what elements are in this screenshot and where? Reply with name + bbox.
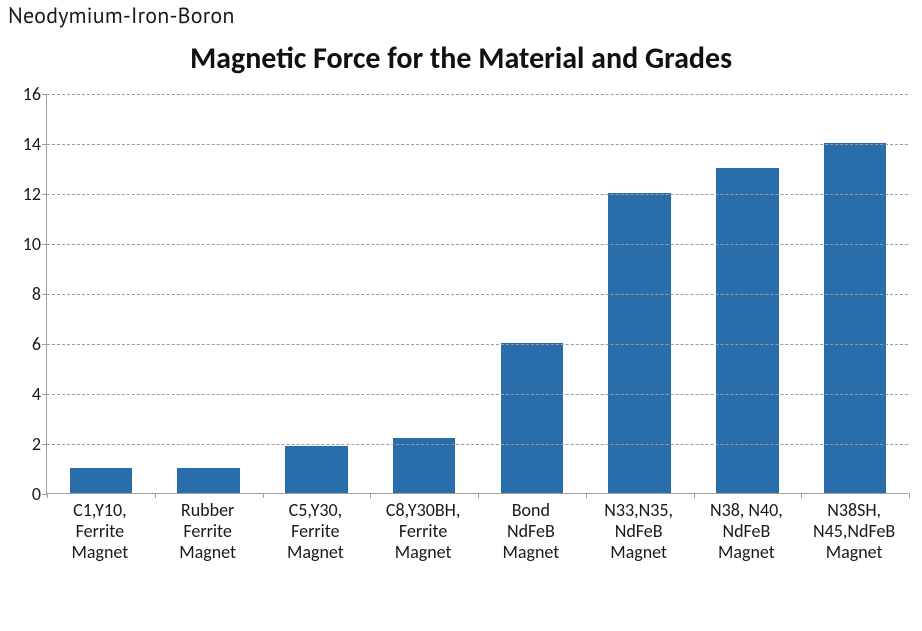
chart-ytick-label: 14 (23, 133, 41, 155)
chart-gridline (47, 344, 908, 345)
chart-ytick-label: 0 (32, 483, 41, 505)
chart-gridline (47, 144, 908, 145)
chart-ytick-mark (42, 444, 47, 445)
chart-gridline (47, 194, 908, 195)
chart-bar (608, 193, 670, 493)
chart-ytick-mark (42, 244, 47, 245)
chart-ytick-mark (42, 294, 47, 295)
page: { "header": { "label": "Neodymium-Iron-B… (0, 0, 922, 631)
chart-xtick-mark (47, 493, 48, 498)
bar-chart: Magnetic Force for the Material and Grad… (0, 34, 922, 631)
chart-xtick-label: N33,N35, NdFeB Magnet (585, 500, 693, 564)
chart-bar (70, 468, 132, 493)
chart-xtick-mark (263, 493, 264, 498)
chart-xtick-label: C5,Y30, Ferrite Magnet (262, 500, 370, 564)
chart-xtick-mark (586, 493, 587, 498)
chart-gridline (47, 294, 908, 295)
chart-xtick-label: C8,Y30BH, Ferrite Magnet (369, 500, 477, 564)
chart-plot: 0246810121416 C1,Y10, Ferrite MagnetRubb… (46, 94, 908, 554)
chart-xtick-mark (909, 493, 910, 498)
chart-xtick-mark (155, 493, 156, 498)
chart-xtick-label: N38SH, N45,NdFeB Magnet (800, 500, 908, 564)
page-header-label: Neodymium-Iron-Boron (8, 2, 235, 30)
chart-ytick-label: 16 (23, 83, 41, 105)
chart-xtick-label: N38, N40, NdFeB Magnet (693, 500, 801, 564)
chart-ytick-mark (42, 394, 47, 395)
chart-bar (285, 446, 347, 494)
chart-ytick-label: 2 (32, 433, 41, 455)
chart-ytick-label: 6 (32, 333, 41, 355)
chart-xtick-label: Bond NdFeB Magnet (477, 500, 585, 564)
chart-xtick-mark (801, 493, 802, 498)
chart-xtick-label: Rubber Ferrite Magnet (154, 500, 262, 564)
chart-xtick-mark (370, 493, 371, 498)
chart-ytick-label: 12 (23, 183, 41, 205)
chart-ytick-mark (42, 144, 47, 145)
chart-bar (824, 143, 886, 493)
chart-ytick-mark (42, 344, 47, 345)
chart-xtick-mark (694, 493, 695, 498)
chart-gridline (47, 244, 908, 245)
chart-gridline (47, 444, 908, 445)
chart-ytick-label: 10 (23, 233, 41, 255)
chart-xtick-mark (478, 493, 479, 498)
chart-ytick-label: 4 (32, 383, 41, 405)
chart-ytick-mark (42, 194, 47, 195)
chart-xtick-label: C1,Y10, Ferrite Magnet (46, 500, 154, 564)
chart-bar (393, 438, 455, 493)
chart-ytick-label: 8 (32, 283, 41, 305)
chart-plot-area: 0246810121416 (46, 94, 908, 494)
chart-bar (501, 343, 563, 493)
chart-bar (177, 468, 239, 493)
chart-gridline (47, 394, 908, 395)
chart-title: Magnetic Force for the Material and Grad… (0, 40, 922, 77)
chart-ytick-mark (42, 94, 47, 95)
chart-gridline (47, 94, 908, 95)
